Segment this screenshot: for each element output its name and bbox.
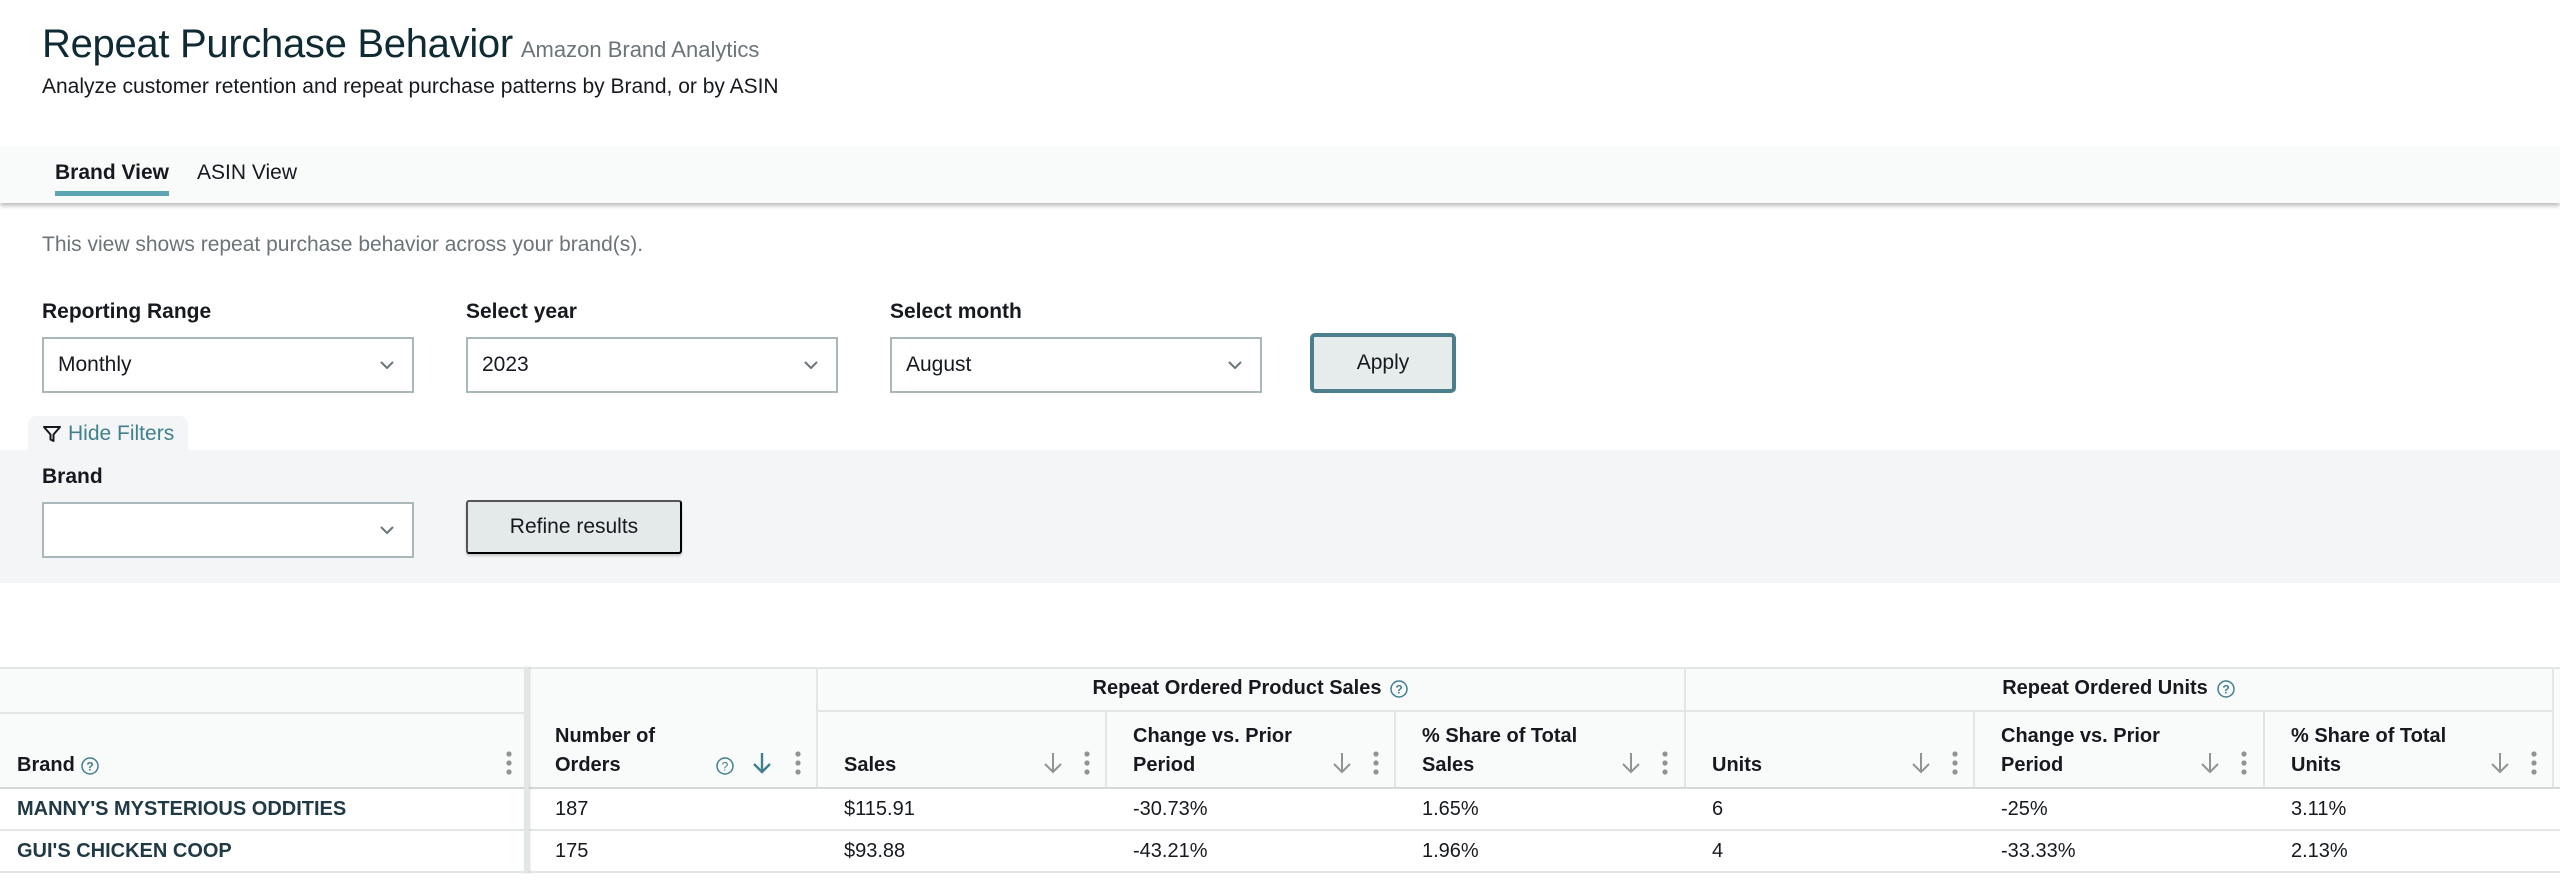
column-label-units-change-line1: Change vs. Prior <box>2001 725 2160 747</box>
column-label-sales-change-line1: Change vs. Prior <box>1133 725 1292 747</box>
column-label-sales-change-line2: Period <box>1133 754 1196 776</box>
select-year-value: 2023 <box>482 353 529 376</box>
column-label-units-share-line1: % Share of Total <box>2291 725 2447 747</box>
refine-results-button[interactable]: Refine results <box>466 500 682 554</box>
cell-units-change: -25% <box>2001 797 2048 820</box>
chevron-down-icon <box>804 361 818 370</box>
reporting-range-label: Reporting Range <box>42 300 212 323</box>
cell-units: 4 <box>1712 839 1724 862</box>
group-header-repeat-sales: Repeat Ordered Product Sales ? <box>818 667 1686 712</box>
cell-orders: 187 <box>555 797 589 820</box>
help-icon[interactable]: ? <box>80 756 100 776</box>
column-header-units[interactable]: Units <box>1686 712 1975 788</box>
column-label-brand: Brand <box>17 754 75 776</box>
svg-text:?: ? <box>1396 682 1403 696</box>
cell-sales-change: -43.21% <box>1133 839 1208 862</box>
column-menu-icon[interactable] <box>794 750 802 776</box>
column-header-units-change[interactable]: Change vs. Prior Period <box>1975 712 2265 788</box>
column-label-orders-line1: Number of <box>555 725 655 747</box>
column-menu-icon[interactable] <box>1661 750 1669 776</box>
tab-bar: Brand View ASIN View <box>0 147 2560 203</box>
tab-brand-view[interactable]: Brand View <box>55 161 169 196</box>
reporting-range-value: Monthly <box>58 353 132 376</box>
column-label-units-share-line2: Units <box>2291 754 2341 776</box>
sort-desc-icon[interactable] <box>1910 750 1932 776</box>
cell-sales: $93.88 <box>844 839 906 862</box>
column-header-brand[interactable]: Brand ? <box>0 712 525 788</box>
cell-orders: 175 <box>555 839 589 862</box>
cell-sales-share: 1.96% <box>1422 839 1479 862</box>
header-shadow <box>0 787 2560 790</box>
table-row[interactable]: MANNY'S MYSTERIOUS ODDITIES 187 $115.91 … <box>0 789 2560 831</box>
group-header-repeat-units: Repeat Ordered Units ? <box>1686 667 2554 712</box>
column-header-units-share[interactable]: % Share of Total Units <box>2265 712 2554 788</box>
table-header <box>0 667 2560 789</box>
select-year-label: Select year <box>466 300 577 323</box>
table-row[interactable]: GUI'S CHICKEN COOP 175 $93.88 -43.21% 1.… <box>0 831 2560 873</box>
help-icon[interactable]: ? <box>715 756 735 776</box>
column-menu-icon[interactable] <box>505 750 513 776</box>
select-year-select[interactable]: 2023 <box>466 337 838 393</box>
column-menu-icon[interactable] <box>1083 750 1091 776</box>
column-label-orders-line2: Orders <box>555 754 621 776</box>
select-month-select[interactable]: August <box>890 337 1262 393</box>
hide-filters-label: Hide Filters <box>68 422 175 445</box>
column-header-sales-share[interactable]: % Share of Total Sales <box>1396 712 1686 788</box>
column-menu-icon[interactable] <box>1951 750 1959 776</box>
apply-button[interactable]: Apply <box>1310 333 1456 393</box>
column-label-sales-share-line2: Sales <box>1422 754 1475 776</box>
group-label-repeat-units: Repeat Ordered Units <box>2002 677 2208 699</box>
cell-sales: $115.91 <box>844 797 915 820</box>
page-title: Repeat Purchase Behavior <box>42 22 513 66</box>
brand-filter-label: Brand <box>42 465 103 488</box>
cell-brand: MANNY'S MYSTERIOUS ODDITIES <box>17 797 347 820</box>
reporting-range-select[interactable]: Monthly <box>42 337 414 393</box>
column-menu-icon[interactable] <box>2240 750 2248 776</box>
cell-units: 6 <box>1712 797 1724 820</box>
cell-brand: GUI'S CHICKEN COOP <box>17 839 232 862</box>
select-month-value: August <box>906 353 972 376</box>
app-name: Amazon Brand Analytics <box>520 37 760 62</box>
filter-icon <box>43 426 61 442</box>
page-header: Repeat Purchase Behavior Amazon Brand An… <box>42 22 779 99</box>
cell-sales-share: 1.65% <box>1422 797 1479 820</box>
help-icon[interactable]: ? <box>2216 679 2236 699</box>
sort-desc-icon[interactable] <box>1620 750 1642 776</box>
chevron-down-icon <box>380 361 394 370</box>
cell-units-change: -33.33% <box>2001 839 2076 862</box>
column-menu-icon[interactable] <box>1372 750 1380 776</box>
sort-desc-icon[interactable] <box>2489 750 2511 776</box>
svg-text:?: ? <box>87 759 94 773</box>
hide-filters-button[interactable]: Hide Filters <box>28 416 189 452</box>
cell-units-share: 2.13% <box>2291 839 2348 862</box>
svg-text:?: ? <box>722 760 729 774</box>
help-icon[interactable]: ? <box>1389 679 1409 699</box>
column-header-sales[interactable]: Sales <box>818 712 1107 788</box>
column-header-sales-change[interactable]: Change vs. Prior Period <box>1107 712 1396 788</box>
filter-panel <box>0 450 2560 583</box>
sort-desc-icon[interactable] <box>1331 750 1353 776</box>
sort-desc-active-icon[interactable] <box>751 750 773 776</box>
chevron-down-icon <box>1228 361 1242 370</box>
column-label-sales-share-line1: % Share of Total <box>1422 725 1578 747</box>
column-label-sales-line2: Sales <box>844 754 897 776</box>
column-menu-icon[interactable] <box>2530 750 2538 776</box>
sort-desc-icon[interactable] <box>2199 750 2221 776</box>
sort-desc-icon[interactable] <box>1042 750 1064 776</box>
tab-asin-view[interactable]: ASIN View <box>197 161 297 184</box>
view-description: This view shows repeat purchase behavior… <box>42 233 644 256</box>
frozen-column-divider[interactable] <box>524 667 529 873</box>
chevron-down-icon <box>380 526 394 535</box>
select-month-label: Select month <box>890 300 1022 323</box>
column-header-orders[interactable]: Number of Orders ? <box>529 667 818 788</box>
brand-filter-select[interactable] <box>42 502 414 558</box>
cell-sales-change: -30.73% <box>1133 797 1208 820</box>
column-label-units-change-line2: Period <box>2001 754 2064 776</box>
group-label-repeat-sales: Repeat Ordered Product Sales <box>1092 677 1382 699</box>
svg-text:?: ? <box>2222 682 2229 696</box>
cell-units-share: 3.11% <box>2291 797 2347 820</box>
column-label-units-line2: Units <box>1712 754 1762 776</box>
page-description: Analyze customer retention and repeat pu… <box>42 75 779 98</box>
